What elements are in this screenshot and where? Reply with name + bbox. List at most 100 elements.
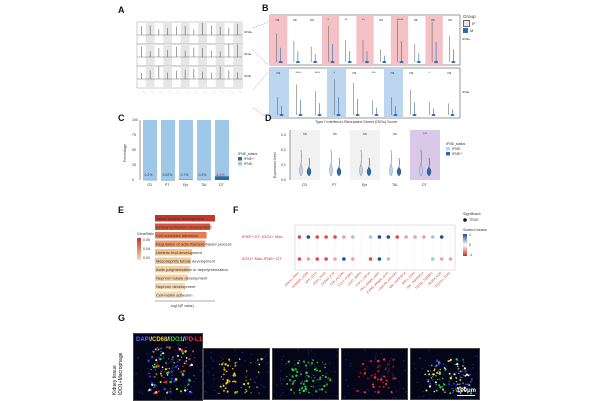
stain-speck (234, 380, 236, 382)
panel-d-legend-label: IFNE- (452, 147, 462, 151)
stain-speck (447, 360, 449, 362)
stain-speck (442, 378, 443, 379)
stain-speck (313, 375, 314, 376)
stain-speck (453, 383, 455, 385)
stain-speck (186, 364, 187, 365)
ido1-texture (273, 349, 338, 399)
stain-speck (433, 373, 435, 375)
stain-speck (150, 369, 151, 370)
stain-speck (227, 391, 229, 393)
stain-speck (226, 381, 228, 383)
nucleus-speck (329, 362, 331, 364)
nucleus-speck (308, 353, 310, 355)
panel-f-row-label: IDO1+ Mac-IFNE+ DT (242, 256, 282, 261)
nucleus-speck (474, 355, 476, 357)
stain-speck (389, 368, 390, 369)
panel-c-xtick: PT (165, 183, 170, 187)
stain-speck (326, 373, 327, 374)
stain-speck (325, 363, 327, 365)
panel-f-dot (369, 235, 373, 239)
stain-speck (377, 360, 380, 363)
nucleus-speck (236, 355, 238, 357)
stain-speck (392, 358, 394, 360)
stain-speck (162, 352, 164, 354)
nucleus-speck (368, 360, 370, 362)
stain-speck (371, 375, 373, 377)
panel-f-legend-sig-title: Significant (463, 212, 481, 216)
stain-speck (450, 377, 453, 380)
nucleus-speck (398, 381, 400, 383)
nucleus-speck (314, 354, 316, 356)
stain-speck (442, 386, 443, 387)
stain-speck (160, 351, 162, 353)
stain-speck (383, 386, 385, 388)
stain-speck (438, 372, 441, 375)
side-label-cell: IDO1+Macrophage (118, 353, 124, 395)
stain-speck (314, 369, 316, 371)
panel-c-pct-label: 0.02% (163, 173, 173, 177)
stain-speck (162, 366, 164, 368)
nucleus-speck (213, 374, 215, 376)
panel-e-legend-title: GeneRatio (137, 232, 154, 236)
nucleus-speck (458, 370, 460, 372)
panel-d-ytick: 0.3 (281, 133, 286, 137)
stain-speck (163, 358, 164, 359)
stain-speck (313, 386, 314, 387)
panel-c-bar-neg (197, 120, 211, 180)
stain-speck (177, 361, 178, 362)
nucleus-speck (443, 374, 445, 376)
panel-b-sig-label: ns (448, 71, 452, 75)
stain-speck (436, 372, 438, 374)
nucleus-speck (387, 376, 389, 378)
stain-speck (439, 361, 440, 362)
stain-speck (456, 381, 457, 382)
stain-speck (301, 387, 303, 389)
nucleus-speck (167, 380, 169, 382)
nucleus-speck (446, 365, 448, 367)
stain-speck (308, 375, 310, 377)
nucleus-speck (139, 338, 141, 340)
nucleus-speck (135, 373, 137, 375)
stain-speck (429, 385, 431, 387)
stain-speck (377, 370, 379, 372)
nucleus-speck (374, 356, 376, 358)
stain-speck (462, 365, 463, 366)
nucleus-speck (147, 368, 149, 370)
nucleus-speck (390, 358, 392, 360)
stain-speck (160, 371, 161, 372)
panel-b-violin-base (400, 61, 404, 63)
stain-speck (438, 364, 440, 366)
stain-speck (375, 359, 376, 360)
stain-speck (456, 384, 458, 386)
nucleus-speck (208, 371, 210, 373)
nucleus-speck (418, 396, 420, 398)
stain-speck (246, 377, 247, 378)
nucleus-speck (472, 367, 474, 369)
stain-speck (328, 377, 330, 379)
stain-speck (467, 383, 469, 385)
panel-d-xtick: Epi (362, 183, 367, 187)
panel-b-sig-label: ns (293, 18, 297, 22)
stain-speck (226, 379, 228, 381)
panel-f-dot (307, 257, 311, 261)
stain-speck (258, 364, 260, 366)
panel-d-stripe (350, 130, 380, 180)
stain-speck (306, 391, 307, 392)
stain-speck (307, 368, 308, 369)
stain-speck (147, 360, 150, 363)
nucleus-speck (382, 374, 384, 376)
stain-speck (160, 381, 162, 383)
nucleus-speck (317, 387, 319, 389)
panel-b-violin-base (394, 114, 398, 116)
stain-speck (180, 390, 182, 392)
panel-f-dot (449, 257, 453, 261)
stain-speck (453, 390, 455, 392)
panel-c-bar-neg (161, 120, 175, 180)
stain-speck (461, 377, 462, 378)
stain-speck (296, 371, 298, 373)
nucleus-speck (353, 388, 355, 390)
stain-speck (260, 358, 262, 360)
stain-speck (286, 363, 287, 364)
nucleus-speck (244, 360, 246, 362)
panel-b-violin-base (337, 114, 341, 116)
